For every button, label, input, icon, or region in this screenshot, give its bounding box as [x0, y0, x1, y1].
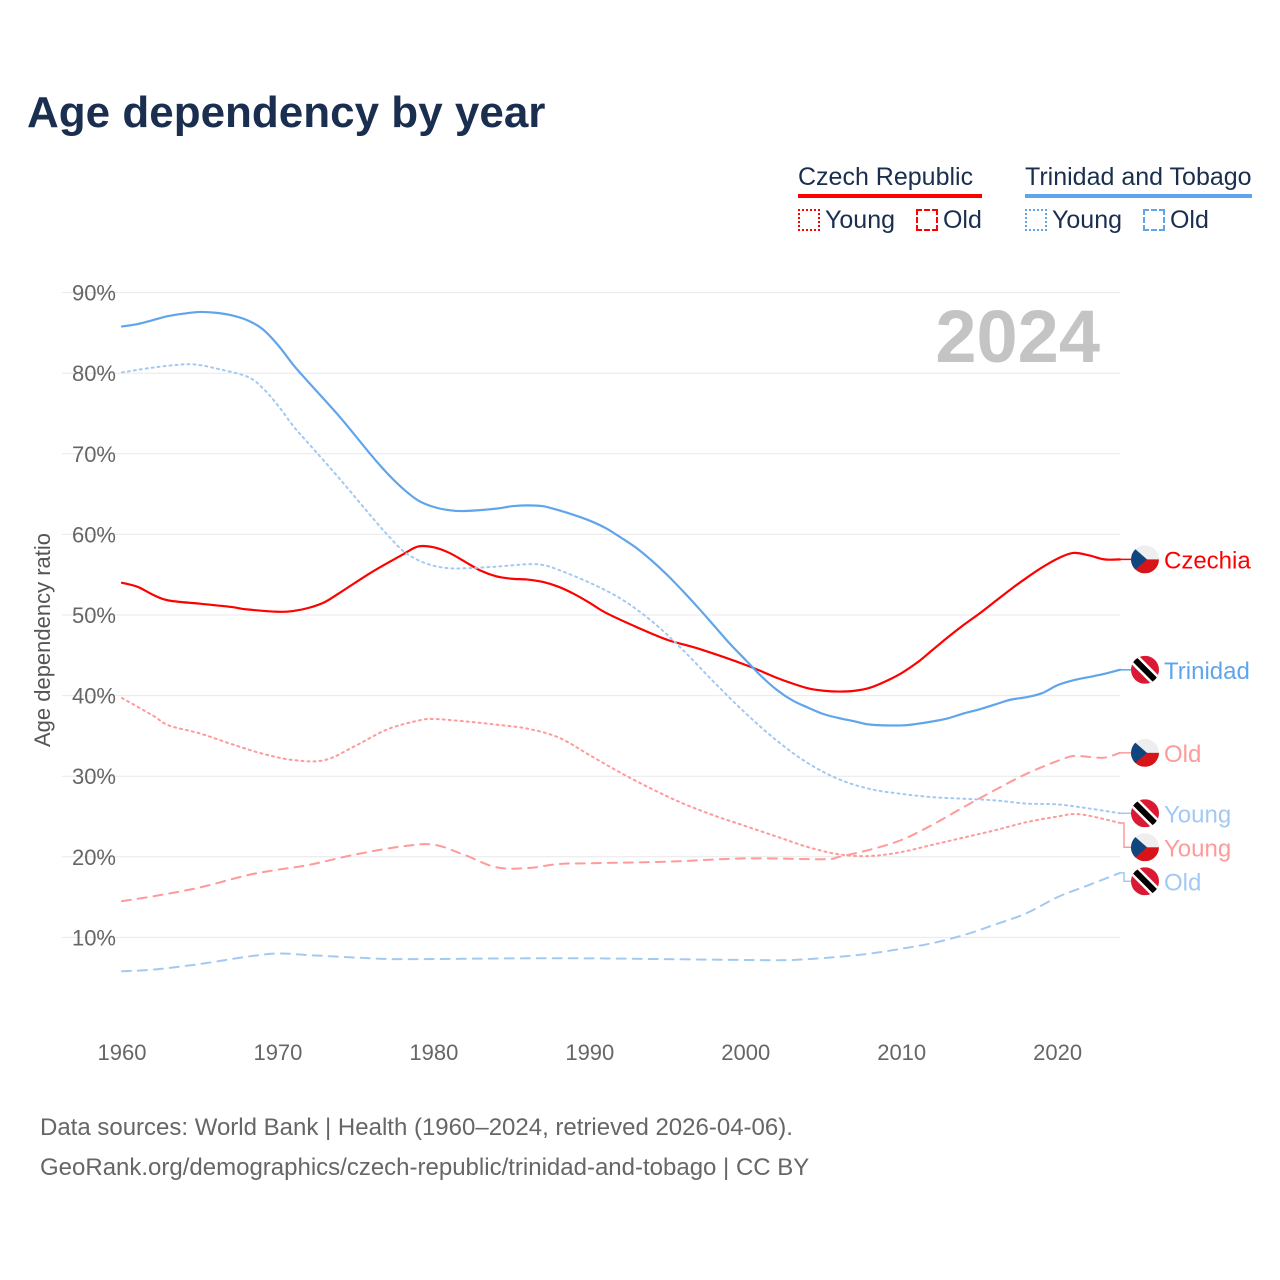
- flag-clip: [1131, 545, 1159, 574]
- legend-group-trinidad: Trinidad and Tobago Young Old: [1025, 163, 1252, 235]
- y-tick-label: 40%: [72, 684, 116, 709]
- flag-blue: [1131, 545, 1147, 574]
- flag-black-stripe: [1131, 867, 1159, 896]
- legend-old-label: Old: [1169, 206, 1209, 234]
- czech-flag-icon: [1131, 545, 1159, 574]
- x-tick-label: 2000: [721, 1040, 770, 1065]
- trinidad-flag-icon: [1131, 867, 1159, 896]
- trinidad-flag-icon: [1131, 655, 1159, 684]
- x-tick-label: 1960: [98, 1040, 147, 1065]
- flag-clip: [1131, 867, 1159, 896]
- czech-flag-icon: [1131, 738, 1159, 767]
- legend-czech-label: Czech Republic: [798, 163, 982, 198]
- legend-trinidad-label: Trinidad and Tobago: [1025, 163, 1252, 198]
- y-tick-label: 10%: [72, 925, 116, 950]
- label-connector: [1120, 872, 1131, 883]
- series-line-trinidad-and-tobago-young: [121, 363, 1121, 815]
- chart-title: Age dependency by year: [27, 88, 546, 137]
- series-end-label: Czechia: [1164, 547, 1251, 574]
- y-tick-label: 30%: [72, 764, 116, 789]
- legend-young-label: Young: [1052, 206, 1122, 234]
- legend-young-swatch: [798, 209, 820, 231]
- source-url-text: GeoRank.org/demographics/czech-republic/…: [40, 1154, 810, 1181]
- series-line-czech-republic-old: [121, 751, 1121, 903]
- x-tick-label: 1990: [565, 1040, 614, 1065]
- x-tick-label: 1980: [409, 1040, 458, 1065]
- y-tick-label: 80%: [72, 361, 116, 386]
- data-source-text: Data sources: World Bank | Health (1960–…: [40, 1114, 793, 1141]
- x-tick-label: 1970: [253, 1040, 302, 1065]
- series-line-trinidad-and-tobago-old: [121, 871, 1121, 973]
- legend-young-swatch: [1025, 209, 1047, 231]
- x-tick-label: 2020: [1033, 1040, 1082, 1065]
- trinidad-flag-icon: [1131, 799, 1159, 828]
- flag-black-stripe: [1131, 655, 1159, 684]
- label-connector: [1120, 822, 1131, 849]
- flag-clip: [1131, 833, 1159, 862]
- y-axis-label: Age dependency ratio: [30, 533, 55, 747]
- legend-group-czech: Czech Republic Young Old: [798, 163, 982, 235]
- legend-old-label: Old: [942, 206, 982, 234]
- series-end-label: Trinidad: [1164, 658, 1250, 685]
- y-tick-label: 70%: [72, 442, 116, 467]
- y-tick-label: 90%: [72, 281, 116, 306]
- series-end-label: Young: [1164, 835, 1231, 862]
- footer: Data sources: World Bank | Health (1960–…: [40, 1108, 809, 1188]
- flag-black-stripe: [1131, 799, 1159, 828]
- flag-blue: [1131, 833, 1147, 862]
- series-line-trinidad-and-tobago: [120, 310, 1122, 727]
- x-tick-label: 2010: [877, 1040, 926, 1065]
- series-end-label: Old: [1164, 869, 1201, 896]
- series-line-czechia: [120, 544, 1122, 693]
- flag-blue: [1131, 738, 1147, 767]
- series-end-label: Old: [1164, 741, 1201, 768]
- y-tick-label: 60%: [72, 522, 116, 547]
- y-tick-label: 50%: [72, 603, 116, 628]
- year-badge: 2024: [935, 295, 1100, 378]
- czech-flag-icon: [1131, 833, 1159, 862]
- flag-clip: [1131, 799, 1159, 828]
- flag-clip: [1131, 738, 1159, 767]
- y-tick-label: 20%: [72, 845, 116, 870]
- series-end-label: Young: [1164, 801, 1231, 828]
- series-line-czech-republic-young: [121, 697, 1121, 858]
- legend-old-swatch: [1142, 209, 1165, 231]
- legend-old-swatch: [915, 209, 938, 231]
- legend-young-label: Young: [825, 206, 895, 234]
- flag-clip: [1131, 655, 1159, 684]
